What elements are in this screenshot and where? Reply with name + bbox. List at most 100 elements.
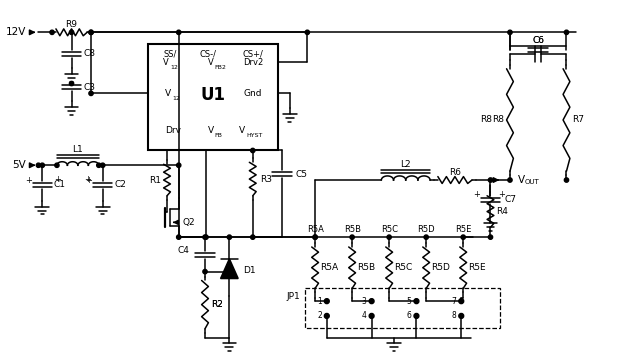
- Text: FB: FB: [215, 133, 223, 138]
- Text: V: V: [165, 89, 171, 98]
- Text: 3: 3: [362, 297, 366, 306]
- Text: U1: U1: [201, 86, 225, 104]
- Text: C7: C7: [504, 195, 516, 204]
- Circle shape: [176, 30, 181, 35]
- Circle shape: [40, 163, 44, 167]
- Text: L1: L1: [72, 145, 83, 154]
- Text: C3: C3: [83, 83, 95, 92]
- Text: R5D: R5D: [431, 263, 450, 272]
- Text: 6: 6: [407, 312, 412, 320]
- Circle shape: [176, 163, 181, 167]
- Text: 12: 12: [170, 65, 178, 70]
- Text: V: V: [518, 175, 525, 185]
- Circle shape: [313, 235, 317, 239]
- Circle shape: [203, 269, 207, 274]
- Text: V: V: [163, 58, 169, 67]
- Text: CS+/: CS+/: [242, 50, 263, 59]
- Text: R5C: R5C: [381, 225, 398, 234]
- Text: R2: R2: [211, 300, 223, 309]
- Text: +: +: [84, 175, 91, 183]
- Text: Drv2: Drv2: [242, 58, 263, 67]
- Text: FB2: FB2: [215, 65, 226, 70]
- Text: R5B: R5B: [344, 225, 360, 234]
- Circle shape: [488, 178, 492, 182]
- Text: 12V: 12V: [6, 27, 26, 37]
- Circle shape: [305, 30, 310, 35]
- Text: Gnd: Gnd: [244, 89, 262, 98]
- Text: SS/: SS/: [163, 50, 176, 59]
- Circle shape: [227, 235, 231, 239]
- Text: CS-/: CS-/: [199, 50, 217, 59]
- Text: Q2: Q2: [183, 218, 195, 227]
- Circle shape: [69, 30, 73, 35]
- Circle shape: [313, 235, 317, 239]
- Text: OUT: OUT: [524, 179, 539, 185]
- Circle shape: [414, 299, 419, 304]
- Text: 12: 12: [172, 96, 180, 101]
- Circle shape: [424, 235, 428, 239]
- Text: 1: 1: [317, 297, 322, 306]
- Text: D1: D1: [243, 266, 255, 275]
- Circle shape: [50, 30, 54, 35]
- Text: R5B: R5B: [357, 263, 375, 272]
- Bar: [305, 288, 500, 328]
- Text: R2: R2: [211, 300, 223, 309]
- Text: C8: C8: [83, 50, 95, 59]
- Circle shape: [387, 235, 391, 239]
- Circle shape: [565, 30, 569, 35]
- Text: +: +: [473, 190, 480, 199]
- Circle shape: [101, 163, 105, 167]
- Text: C5: C5: [296, 170, 308, 179]
- Circle shape: [89, 91, 93, 95]
- Text: 7: 7: [452, 297, 457, 306]
- Text: C6: C6: [532, 36, 544, 45]
- Circle shape: [89, 30, 93, 35]
- Text: 8: 8: [452, 312, 457, 320]
- Text: R5A: R5A: [307, 225, 323, 234]
- Text: 5V: 5V: [12, 160, 26, 170]
- Text: R4: R4: [496, 207, 508, 216]
- Circle shape: [251, 148, 255, 153]
- Circle shape: [89, 30, 93, 35]
- Text: JP1: JP1: [287, 292, 300, 301]
- Text: R8: R8: [492, 115, 505, 124]
- Circle shape: [203, 235, 207, 239]
- Text: R5E: R5E: [468, 263, 486, 272]
- Text: +: +: [54, 175, 61, 183]
- Circle shape: [325, 313, 329, 318]
- Circle shape: [204, 235, 208, 239]
- Circle shape: [488, 235, 492, 239]
- Circle shape: [369, 313, 374, 318]
- Text: C4: C4: [178, 246, 189, 256]
- Circle shape: [251, 235, 255, 239]
- Text: 2: 2: [317, 312, 322, 320]
- Circle shape: [55, 163, 59, 167]
- Text: 4: 4: [362, 312, 366, 320]
- Text: R8: R8: [481, 115, 492, 124]
- Circle shape: [459, 313, 464, 318]
- Circle shape: [508, 178, 512, 182]
- Circle shape: [414, 313, 419, 318]
- Text: V: V: [239, 126, 245, 135]
- Text: R6: R6: [449, 168, 461, 177]
- Bar: [147, 44, 278, 150]
- Text: R5D: R5D: [417, 225, 435, 234]
- Text: +: +: [86, 175, 93, 185]
- Text: C6: C6: [532, 36, 544, 45]
- Text: C1: C1: [54, 181, 66, 189]
- Circle shape: [350, 235, 354, 239]
- Circle shape: [369, 299, 374, 304]
- Text: Drv: Drv: [165, 126, 181, 135]
- Text: L2: L2: [400, 160, 411, 169]
- Text: C2: C2: [114, 181, 126, 189]
- Text: HYST: HYST: [246, 133, 262, 138]
- Text: R5C: R5C: [394, 263, 412, 272]
- Text: R5E: R5E: [455, 225, 471, 234]
- Circle shape: [36, 163, 41, 167]
- Text: V: V: [208, 58, 213, 67]
- Text: +: +: [499, 190, 505, 199]
- Circle shape: [325, 299, 329, 304]
- Text: R9: R9: [65, 20, 78, 29]
- Text: R3: R3: [260, 175, 273, 183]
- Circle shape: [459, 299, 464, 304]
